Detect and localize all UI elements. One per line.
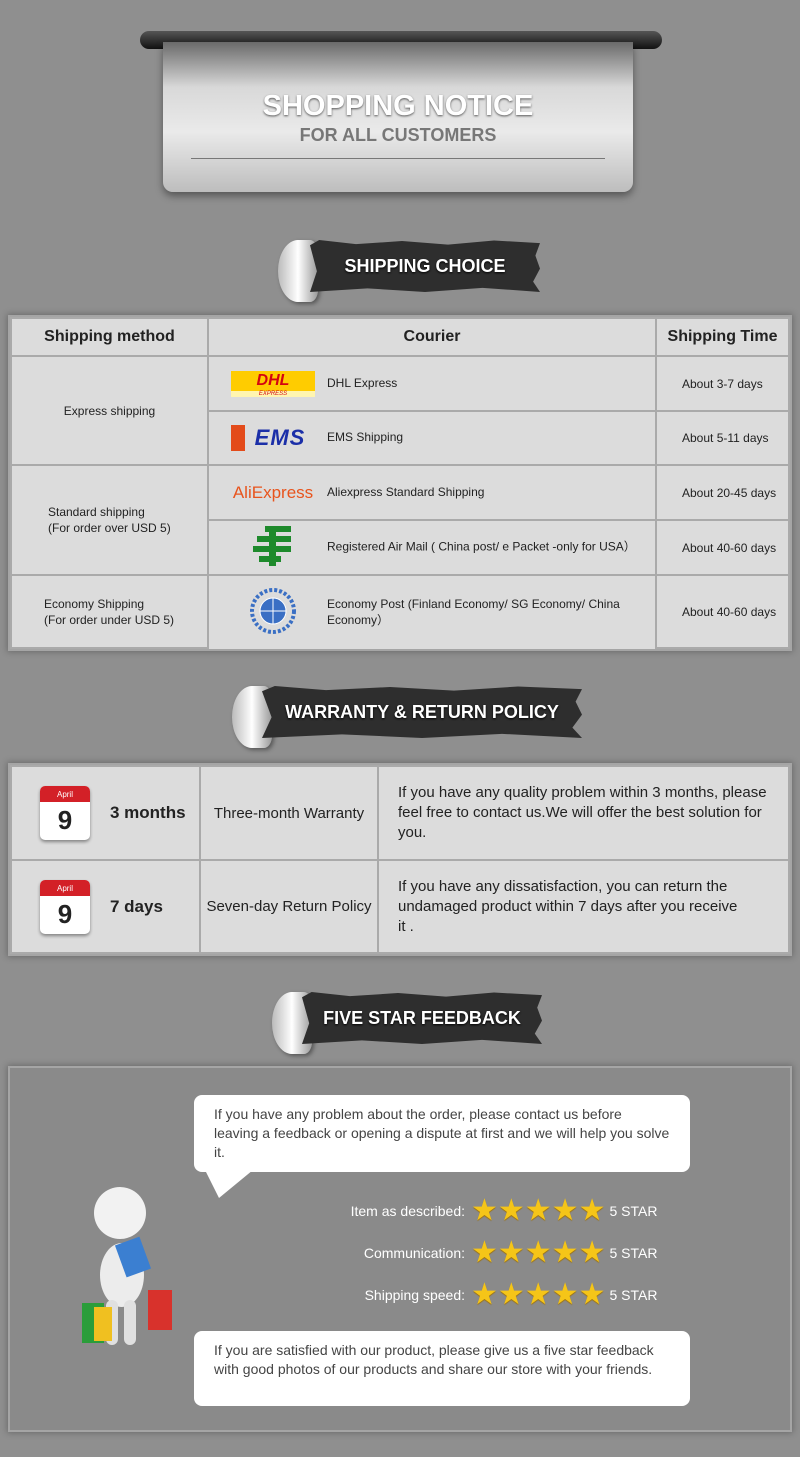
col-header: Courier	[207, 317, 657, 357]
calendar-icon: April 9	[40, 786, 90, 840]
header-card: SHOPPING NOTICE FOR ALL CUSTOMERS	[163, 42, 633, 192]
rating-row: Communication: ★★★★★ 5 STAR	[363, 1236, 658, 1269]
col-header: Shipping method	[10, 317, 209, 357]
courier-cell: Registered Air Mail ( China post/ e Pack…	[207, 519, 657, 576]
col-header: Shipping Time	[655, 317, 790, 357]
star-icon: ★★★★★	[471, 1236, 606, 1269]
star-icon: ★★★★★	[471, 1278, 606, 1311]
bubble-tail	[205, 1170, 253, 1198]
star-icon: ★★★★★	[471, 1194, 606, 1227]
courier-cell: AliExpress Aliexpress Standard Shipping	[207, 464, 657, 521]
rating-row: Item as described: ★★★★★ 5 STAR	[350, 1194, 658, 1227]
speech-bubble-top: If you have any problem about the order,…	[194, 1095, 690, 1172]
period-cell: April 9 7 days	[10, 859, 201, 954]
method-cell: Express shipping	[10, 355, 209, 466]
china-post-icon	[231, 524, 315, 571]
rating-row: Shipping speed: ★★★★★ 5 STAR	[364, 1278, 658, 1311]
method-cell: Standard shipping (For order over USD 5)	[10, 464, 209, 576]
un-emblem-icon	[231, 587, 315, 637]
ratings: Item as described: ★★★★★ 5 STAR Communicat…	[340, 1196, 690, 1310]
policy-cell: Three-month Warranty	[199, 765, 379, 861]
courier-cell: EMS EMS Shipping	[207, 410, 657, 466]
section-title-warranty: WARRANTY & RETURN POLICY	[262, 686, 582, 738]
method-cell: Economy Shipping (For order under USD 5)	[10, 574, 209, 649]
figure-with-bags-icon	[80, 1185, 180, 1360]
calendar-icon: April 9	[40, 879, 90, 934]
page-title: SHOPPING NOTICE	[262, 90, 534, 122]
shipping-table: Shipping method Courier Shipping Time Expr…	[10, 317, 790, 649]
time-cell: About 40-60 days	[655, 574, 790, 649]
description-cell: If you have any dissatisfaction, you can…	[377, 859, 790, 954]
courier-cell: Economy Post (Finland Economy/ SG Econom…	[209, 576, 655, 648]
time-cell: About 3-7 days	[655, 355, 790, 412]
time-cell: About 5-11 days	[655, 410, 790, 466]
courier-cell: DHL EXPRESS DHL Express	[207, 355, 657, 412]
warranty-table: April 9 3 months Three-month Warranty If y…	[10, 765, 790, 954]
section-title-shipping: SHIPPING CHOICE	[310, 240, 540, 292]
description-cell: If you have any quality problem within 3…	[377, 765, 790, 861]
divider	[191, 158, 605, 159]
speech-bubble-bottom: If you are satisfied with our product, p…	[194, 1331, 690, 1406]
time-cell: About 20-45 days	[655, 464, 790, 521]
aliexpress-logo: AliExpress	[232, 482, 314, 502]
time-cell: About 40-60 days	[655, 519, 790, 576]
ems-logo: EMS	[231, 425, 315, 451]
policy-cell: Seven-day Return Policy	[199, 859, 379, 954]
page-subtitle: FOR ALL CUSTOMERS	[299, 125, 497, 145]
dhl-logo: DHL EXPRESS	[231, 370, 315, 397]
section-title-feedback: FIVE STAR FEEDBACK	[302, 992, 542, 1044]
period-cell: April 9 3 months	[10, 765, 201, 861]
